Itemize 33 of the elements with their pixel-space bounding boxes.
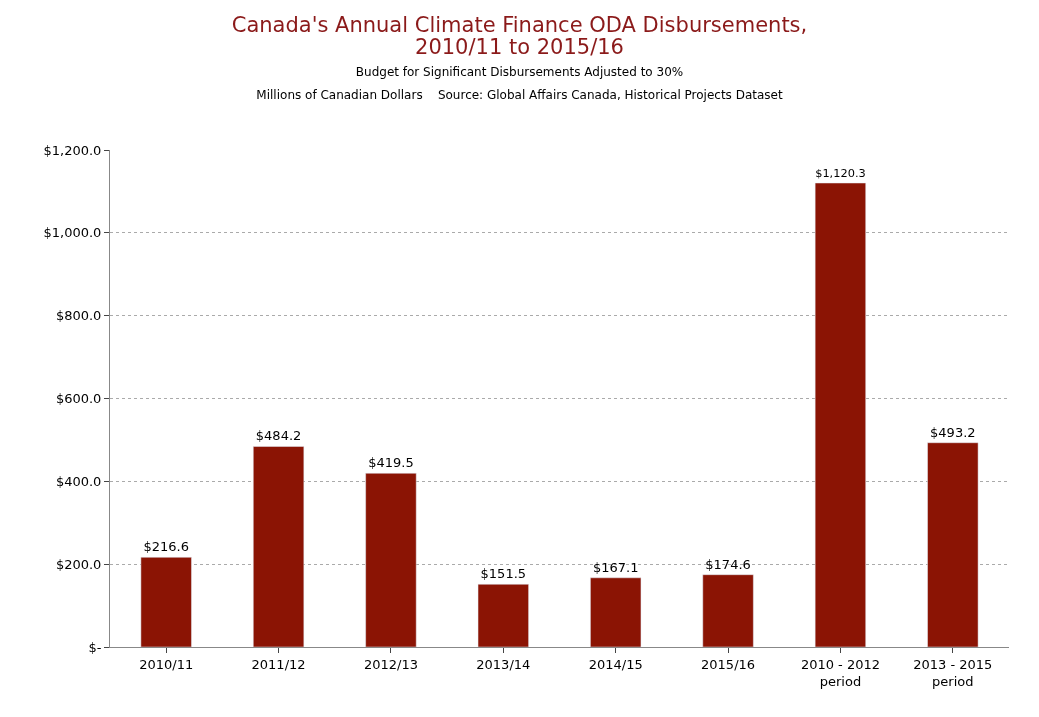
y-tick-label: $600.0 bbox=[55, 391, 102, 407]
data-label: $1,120.3 bbox=[815, 166, 866, 181]
y-tick-label: $200.0 bbox=[55, 556, 102, 572]
y-tick-label: $- bbox=[88, 639, 102, 655]
bar bbox=[702, 574, 754, 647]
y-tick-label: $800.0 bbox=[55, 308, 102, 324]
x-tick-label: 2015/16 bbox=[701, 656, 756, 672]
data-label: $493.2 bbox=[930, 424, 976, 440]
y-tick-label: $1,000.0 bbox=[43, 225, 102, 241]
x-tick-label: 2010 - 2012 period bbox=[800, 656, 880, 689]
bar bbox=[365, 473, 417, 647]
chart-title: Canada's Annual Climate Finance ODA Disbursements, 2010/11 to 2015/16 bbox=[231, 13, 808, 60]
x-tick-label: 2011/12 bbox=[251, 656, 306, 672]
x-tick-label: 2012/13 bbox=[363, 656, 418, 672]
chart-subtitle: Budget for Significant Disbursements Adjusted to 30% Millions of Canadian Dollars Source: Global Affairs Canada, Historical Projects Dataset bbox=[256, 65, 783, 102]
bar bbox=[927, 442, 979, 647]
data-label: $167.1 bbox=[592, 559, 639, 575]
bar bbox=[253, 446, 305, 647]
y-tick-label: $1,200.0 bbox=[43, 142, 102, 158]
x-tick-label: 2013/14 bbox=[476, 656, 531, 672]
data-label: $174.6 bbox=[705, 556, 751, 572]
y-tick-label: $400.0 bbox=[55, 473, 102, 489]
data-label: $419.5 bbox=[368, 455, 414, 471]
data-label: $151.5 bbox=[480, 566, 527, 582]
bar bbox=[590, 577, 642, 647]
x-tick-label: 2013 - 2015 period bbox=[913, 656, 993, 689]
bar bbox=[140, 557, 192, 647]
bar bbox=[477, 584, 529, 647]
x-tick-label: 2014/15 bbox=[588, 656, 643, 672]
x-tick-label: 2010/11 bbox=[139, 656, 194, 672]
bar bbox=[814, 182, 866, 647]
data-label: $216.6 bbox=[143, 539, 189, 555]
data-label: $484.2 bbox=[255, 428, 302, 444]
